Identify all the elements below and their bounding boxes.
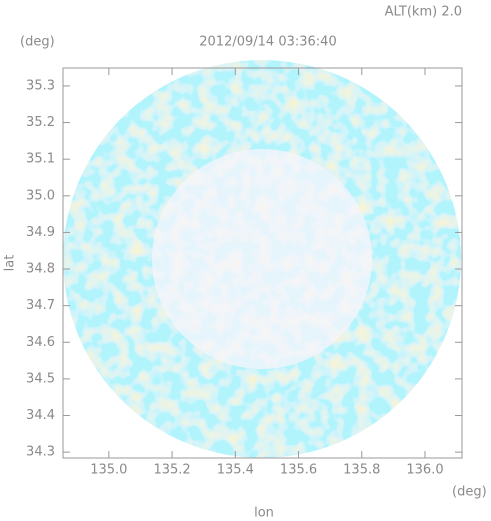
y-unit: (deg) bbox=[20, 35, 55, 50]
y-tick-label: 34.4 bbox=[26, 408, 55, 423]
y-tick-label: 34.9 bbox=[26, 225, 55, 240]
x-tick-label: 135.2 bbox=[153, 463, 190, 478]
y-axis-label: lat bbox=[3, 255, 18, 272]
y-tick-label: 34.5 bbox=[26, 371, 55, 386]
x-tick-label: 135.0 bbox=[90, 463, 127, 478]
radar-field bbox=[63, 60, 461, 458]
x-tick-label: 136.0 bbox=[406, 463, 443, 478]
y-tick-label: 35.1 bbox=[26, 152, 55, 167]
y-tick-label: 35.2 bbox=[26, 115, 55, 130]
y-tick-label: 34.3 bbox=[26, 445, 55, 460]
y-tick-label: 35.3 bbox=[26, 78, 55, 93]
chart-title: 2012/09/14 03:36:40 bbox=[199, 35, 336, 50]
y-tick-label: 34.6 bbox=[26, 335, 55, 350]
x-tick-label: 135.8 bbox=[343, 463, 380, 478]
y-tick-label: 34.7 bbox=[26, 298, 55, 313]
y-tick-label: 34.8 bbox=[26, 262, 55, 277]
x-unit: (deg) bbox=[452, 485, 487, 500]
x-tick-label: 135.6 bbox=[280, 463, 317, 478]
y-tick-label: 35.0 bbox=[26, 188, 55, 203]
altitude-label: ALT(km) 2.0 bbox=[385, 5, 462, 20]
x-tick-label: 135.4 bbox=[217, 463, 254, 478]
plot-frame bbox=[62, 67, 463, 459]
x-axis-label: lon bbox=[254, 506, 274, 521]
